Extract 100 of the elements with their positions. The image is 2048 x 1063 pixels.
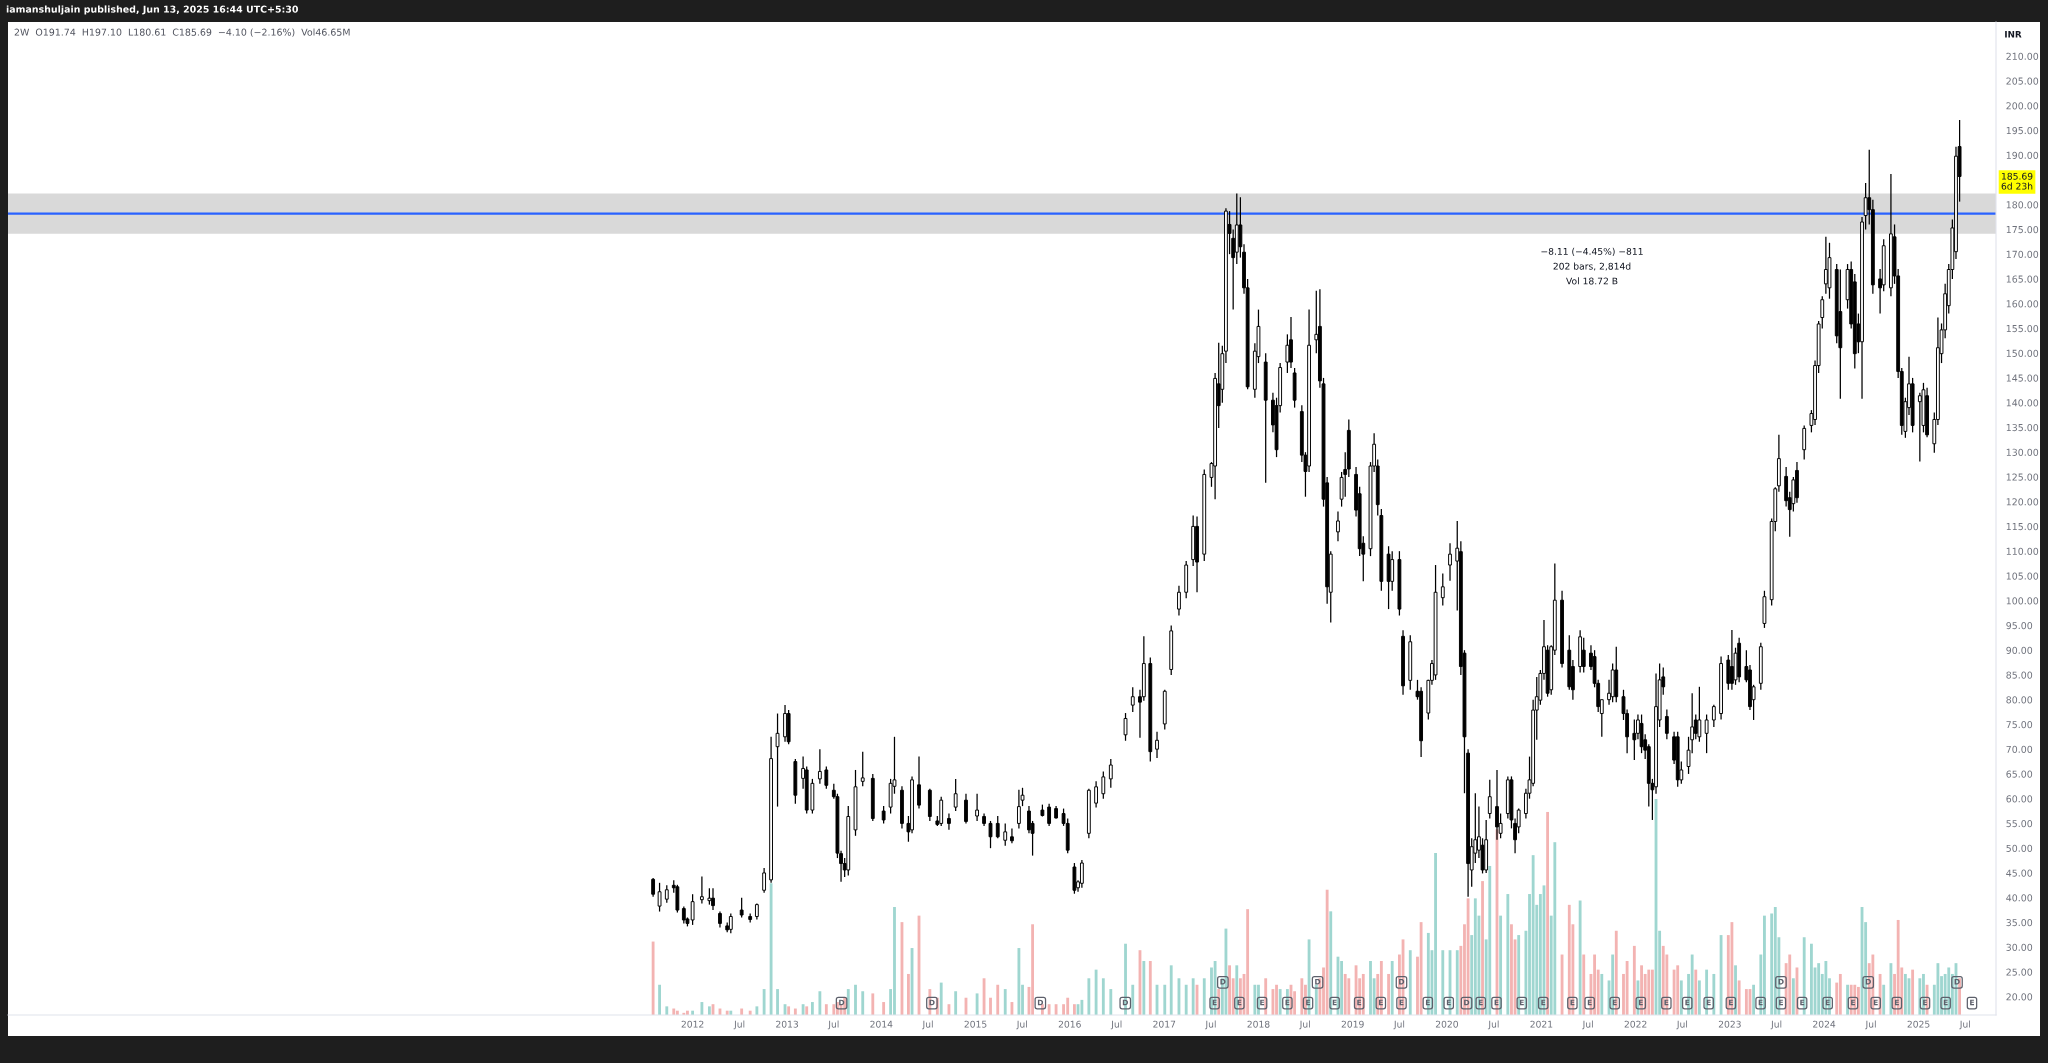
y-tick-label: 70.00 xyxy=(2006,745,2033,753)
bar xyxy=(1131,984,1135,1015)
candlestick xyxy=(817,748,822,785)
bar xyxy=(1752,984,1756,1015)
bar xyxy=(846,989,850,1015)
candlestick xyxy=(1079,859,1084,889)
candlestick xyxy=(1101,770,1106,800)
bar xyxy=(1408,950,1412,1015)
candlestick xyxy=(1003,822,1008,847)
candlestick xyxy=(762,867,767,894)
bar xyxy=(1054,1004,1058,1015)
bar xyxy=(1087,978,1091,1015)
bar xyxy=(1329,911,1333,1015)
y-tick-label: 130.00 xyxy=(2006,448,2039,456)
candlestick xyxy=(651,877,656,898)
bar xyxy=(1611,954,1615,1015)
candlestick xyxy=(953,778,958,812)
x-tick-label: 2019 xyxy=(1341,1020,1364,1028)
x-tick-label: Jul xyxy=(1110,1020,1122,1030)
annotation: −8.11 (−4.45%) −811 202 bars, 2,814d Vol 18.72 B xyxy=(1541,247,1643,285)
x-tick-label: Jul xyxy=(1582,1020,1593,1030)
candlestick xyxy=(1130,686,1135,713)
bar xyxy=(1434,853,1437,1015)
bar xyxy=(1546,811,1550,1015)
bar xyxy=(975,993,979,1015)
candlestick xyxy=(975,793,979,822)
bar xyxy=(1169,965,1173,1015)
candlestick xyxy=(1094,780,1098,809)
y-tick-label: 210.00 xyxy=(2006,52,2039,60)
bar xyxy=(805,1006,809,1015)
x-tick-label: 2015 xyxy=(964,1020,987,1028)
x-tick-label: 2013 xyxy=(776,1020,799,1028)
bar xyxy=(893,907,896,1015)
bar xyxy=(1109,989,1113,1015)
bar xyxy=(1066,997,1070,1015)
bar xyxy=(1390,961,1394,1015)
x-tick-label: Jul xyxy=(1204,1020,1216,1030)
y-tick-label: 205.00 xyxy=(2006,77,2039,85)
y-tick-label: 180.00 xyxy=(2006,201,2039,209)
bar xyxy=(1838,973,1842,1015)
bar xyxy=(1947,967,1951,1015)
bar xyxy=(1347,978,1351,1015)
y-tick-label: 195.00 xyxy=(2006,126,2039,135)
y-tick-label: 150.00 xyxy=(2006,349,2039,357)
candlestick xyxy=(947,812,951,831)
candlestick xyxy=(964,793,968,825)
bar xyxy=(810,1002,814,1015)
x-tick-label: 2024 xyxy=(1813,1020,1836,1028)
bar xyxy=(1142,961,1146,1015)
y-tick-label: 190.00 xyxy=(2006,151,2039,159)
bar xyxy=(1473,898,1477,1015)
candlestick xyxy=(1440,572,1445,607)
candlestick xyxy=(1697,686,1702,743)
bar xyxy=(1238,978,1242,1015)
bar xyxy=(1593,954,1596,1015)
y-tick-label: 125.00 xyxy=(2006,473,2039,481)
y-tick-label: 50.00 xyxy=(2006,844,2033,852)
x-tick-label: Jul xyxy=(922,1020,933,1030)
bar xyxy=(1896,919,1900,1015)
bar xyxy=(1632,945,1636,1015)
y-tick-label: 100.00 xyxy=(2006,597,2039,605)
text: 2W O191.74 H197.10 L180.61 C185.69 −4.10 (−2.16%) Vol46.65M xyxy=(14,28,350,37)
bar xyxy=(1235,965,1239,1015)
bar xyxy=(1369,961,1372,1015)
x-tick-label: Jul xyxy=(1959,1020,1970,1030)
candlestick xyxy=(1010,827,1014,844)
bar xyxy=(1202,978,1206,1015)
bar xyxy=(801,1004,805,1015)
bar xyxy=(1343,973,1347,1015)
candlestick xyxy=(1390,550,1395,592)
candlestick xyxy=(860,751,865,787)
bar xyxy=(1882,984,1886,1015)
candlestick xyxy=(1632,718,1637,761)
y-tick-label: 200.00 xyxy=(2006,102,2039,110)
y-tick-label: 30.00 xyxy=(2006,943,2033,951)
x-tick-label: 2025 xyxy=(1907,1020,1930,1028)
bar xyxy=(1788,954,1792,1015)
x-tick-label: 2012 xyxy=(681,1020,704,1028)
bar xyxy=(1824,961,1828,1015)
candlestick xyxy=(1123,712,1128,742)
y-tick-label: 40.00 xyxy=(2006,894,2033,902)
y-tick-label: 75.00 xyxy=(2006,721,2033,729)
bar xyxy=(1278,989,1282,1015)
candlestick xyxy=(1108,758,1113,789)
x-tick-label: Jul xyxy=(1016,1020,1027,1030)
bar xyxy=(824,1004,828,1015)
bar xyxy=(1582,954,1586,1015)
bar xyxy=(1072,1004,1076,1015)
candlestick xyxy=(995,815,1000,839)
bar xyxy=(1517,935,1521,1015)
bar xyxy=(1578,900,1582,1015)
y-tick-label: 160.00 xyxy=(2006,300,2039,308)
y-tick-label: 175.00 xyxy=(2006,225,2039,234)
bar xyxy=(1647,969,1651,1015)
bar xyxy=(755,1006,759,1015)
bar xyxy=(1191,978,1195,1015)
candlestick xyxy=(988,820,993,849)
bar xyxy=(907,973,910,1015)
x-tick-label: Jul xyxy=(1865,1020,1876,1030)
candlestick xyxy=(939,796,944,827)
